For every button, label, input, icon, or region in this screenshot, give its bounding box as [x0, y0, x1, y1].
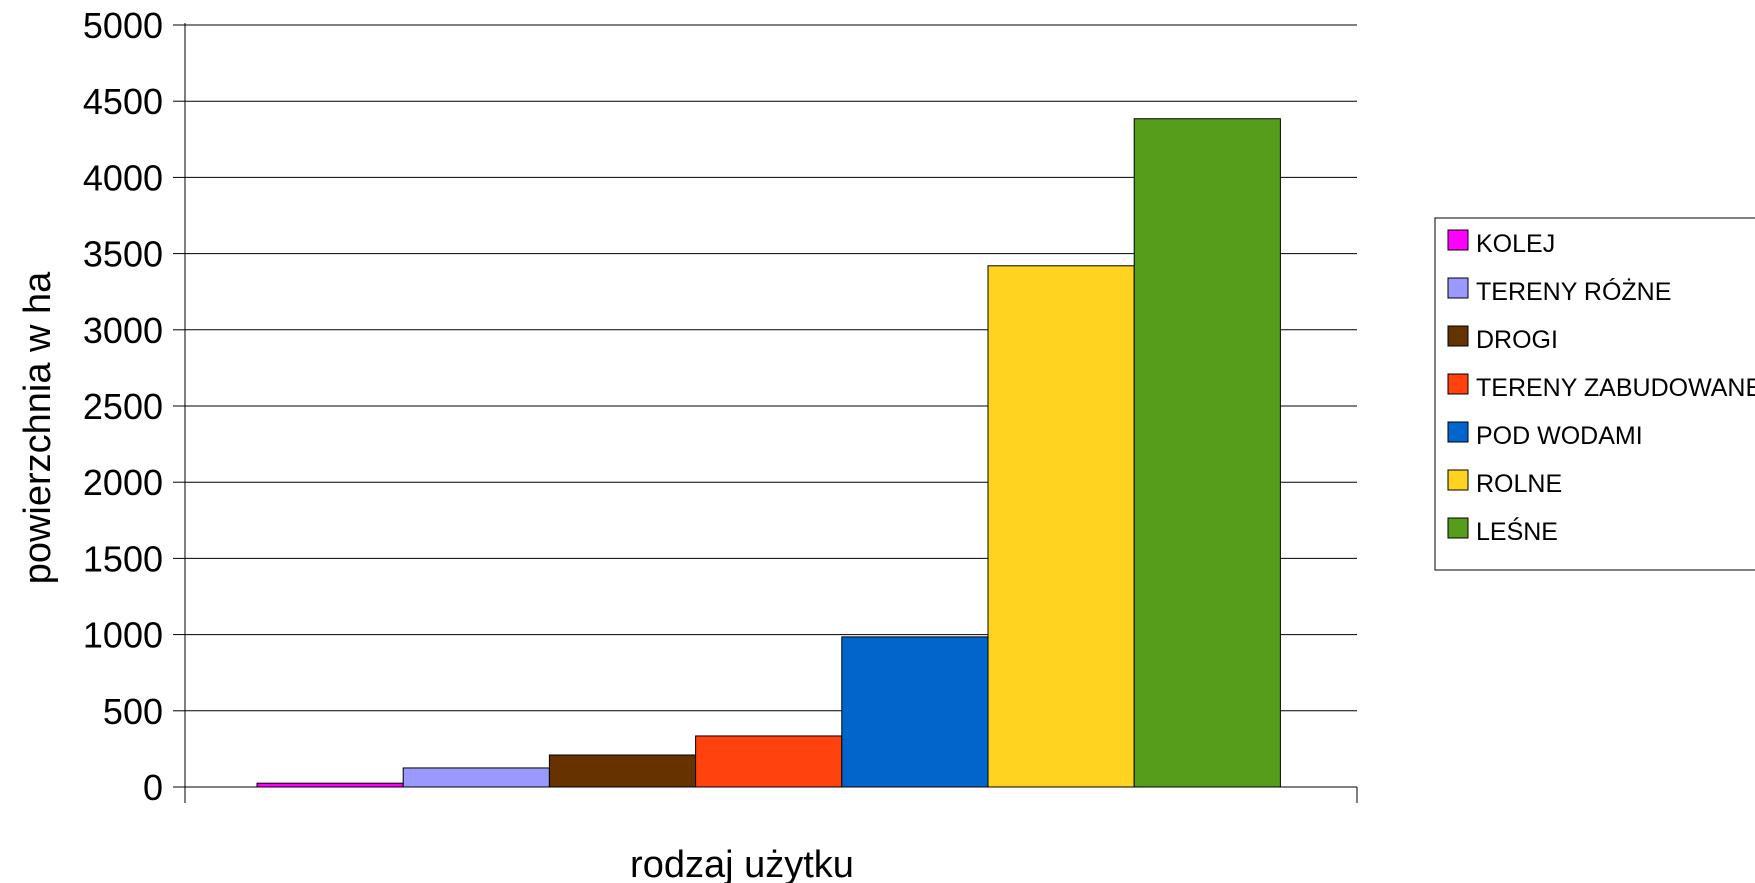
bar	[548, 754, 697, 788]
y-tick-label: 3500	[83, 234, 163, 275]
x-axis-title: rodzaj użytku	[630, 844, 854, 883]
bar	[1133, 118, 1281, 788]
y-tick-label: 4500	[83, 81, 163, 122]
y-tick-label: 5000	[83, 5, 163, 46]
y-tick-label: 2500	[83, 386, 163, 427]
gridlines	[185, 24, 1357, 788]
y-axis-title: powierzchnia w ha	[17, 271, 59, 584]
legend-swatch	[1447, 277, 1469, 299]
bar	[256, 782, 404, 788]
y-tick-label: 2000	[83, 462, 163, 503]
bar	[841, 636, 989, 788]
legend: KOLEJ TERENY RÓŻNE DROGI TERENY ZABUDOWANE P…	[1434, 217, 1755, 571]
legend-label: DROGI	[1476, 326, 1558, 354]
legend-swatch	[1447, 373, 1469, 395]
y-tick-label: 1000	[83, 615, 163, 656]
y-tick-label: 1500	[83, 538, 163, 579]
axes	[173, 23, 1358, 803]
legend-swatch	[1447, 229, 1469, 251]
legend-label: TERENY RÓŻNE	[1476, 277, 1671, 306]
y-tick-label: 3000	[83, 310, 163, 351]
legend-label: ROLNE	[1476, 470, 1562, 498]
legend-label: KOLEJ	[1476, 230, 1555, 258]
bar	[695, 735, 843, 788]
y-tick-label: 0	[143, 767, 163, 808]
legend-label: TERENY ZABUDOWANE	[1476, 374, 1755, 402]
legend-swatch	[1447, 469, 1469, 491]
legend-label: LEŚNE	[1476, 516, 1558, 546]
legend-box	[1434, 217, 1755, 571]
y-tick-labels: 0 500 1000 1500 2000 2500 3000 3500 4000 4500 5000	[83, 5, 163, 808]
bar	[402, 767, 550, 788]
y-tick-label: 4000	[83, 157, 163, 198]
bars	[256, 118, 1281, 788]
legend-swatch	[1447, 517, 1469, 539]
y-tick-label: 500	[103, 691, 163, 732]
legend-swatch	[1447, 421, 1469, 443]
legend-swatch	[1447, 325, 1469, 347]
bar	[987, 265, 1135, 788]
legend-label: POD WODAMI	[1476, 422, 1643, 450]
legend-items: KOLEJ TERENY RÓŻNE DROGI TERENY ZABUDOWANE P…	[1447, 229, 1755, 546]
